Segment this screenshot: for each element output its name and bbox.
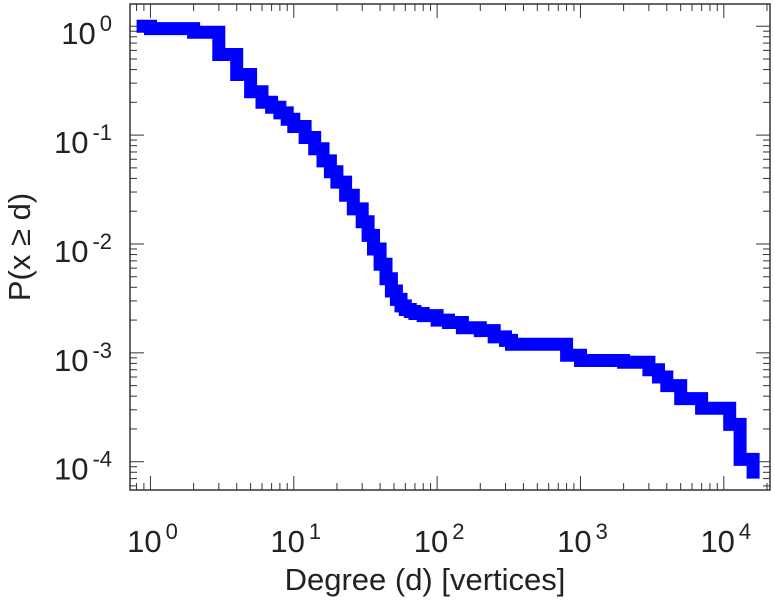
plot-frame (129, 3, 771, 491)
plot-area (136, 19, 760, 479)
x-tick-label: 10 0 (127, 519, 178, 559)
x-tick-label: 10 2 (414, 519, 465, 559)
y-tick-label: 10 -4 (54, 447, 112, 487)
y-tick-label: 10 -1 (54, 120, 112, 160)
y-axis-label: P(x ≥ d) (2, 193, 37, 301)
x-tick-label: 10 3 (557, 519, 608, 559)
y-tick-label: 10 0 (61, 11, 112, 51)
x-tick-label: 10 1 (270, 519, 321, 559)
tick-labels: 10 0 10 1 10 2 10 3 10 4 10 0 10 -1 10 -2 10 -3 10 -4 (54, 11, 751, 559)
series-line-0 (136, 19, 760, 479)
y-tick-label: 10 -2 (54, 229, 112, 269)
axis-ticks (130, 4, 770, 490)
y-tick-label: 10 -3 (54, 338, 112, 378)
x-axis-label: Degree (d) [vertices] (285, 562, 566, 597)
x-tick-label: 10 4 (700, 519, 751, 559)
